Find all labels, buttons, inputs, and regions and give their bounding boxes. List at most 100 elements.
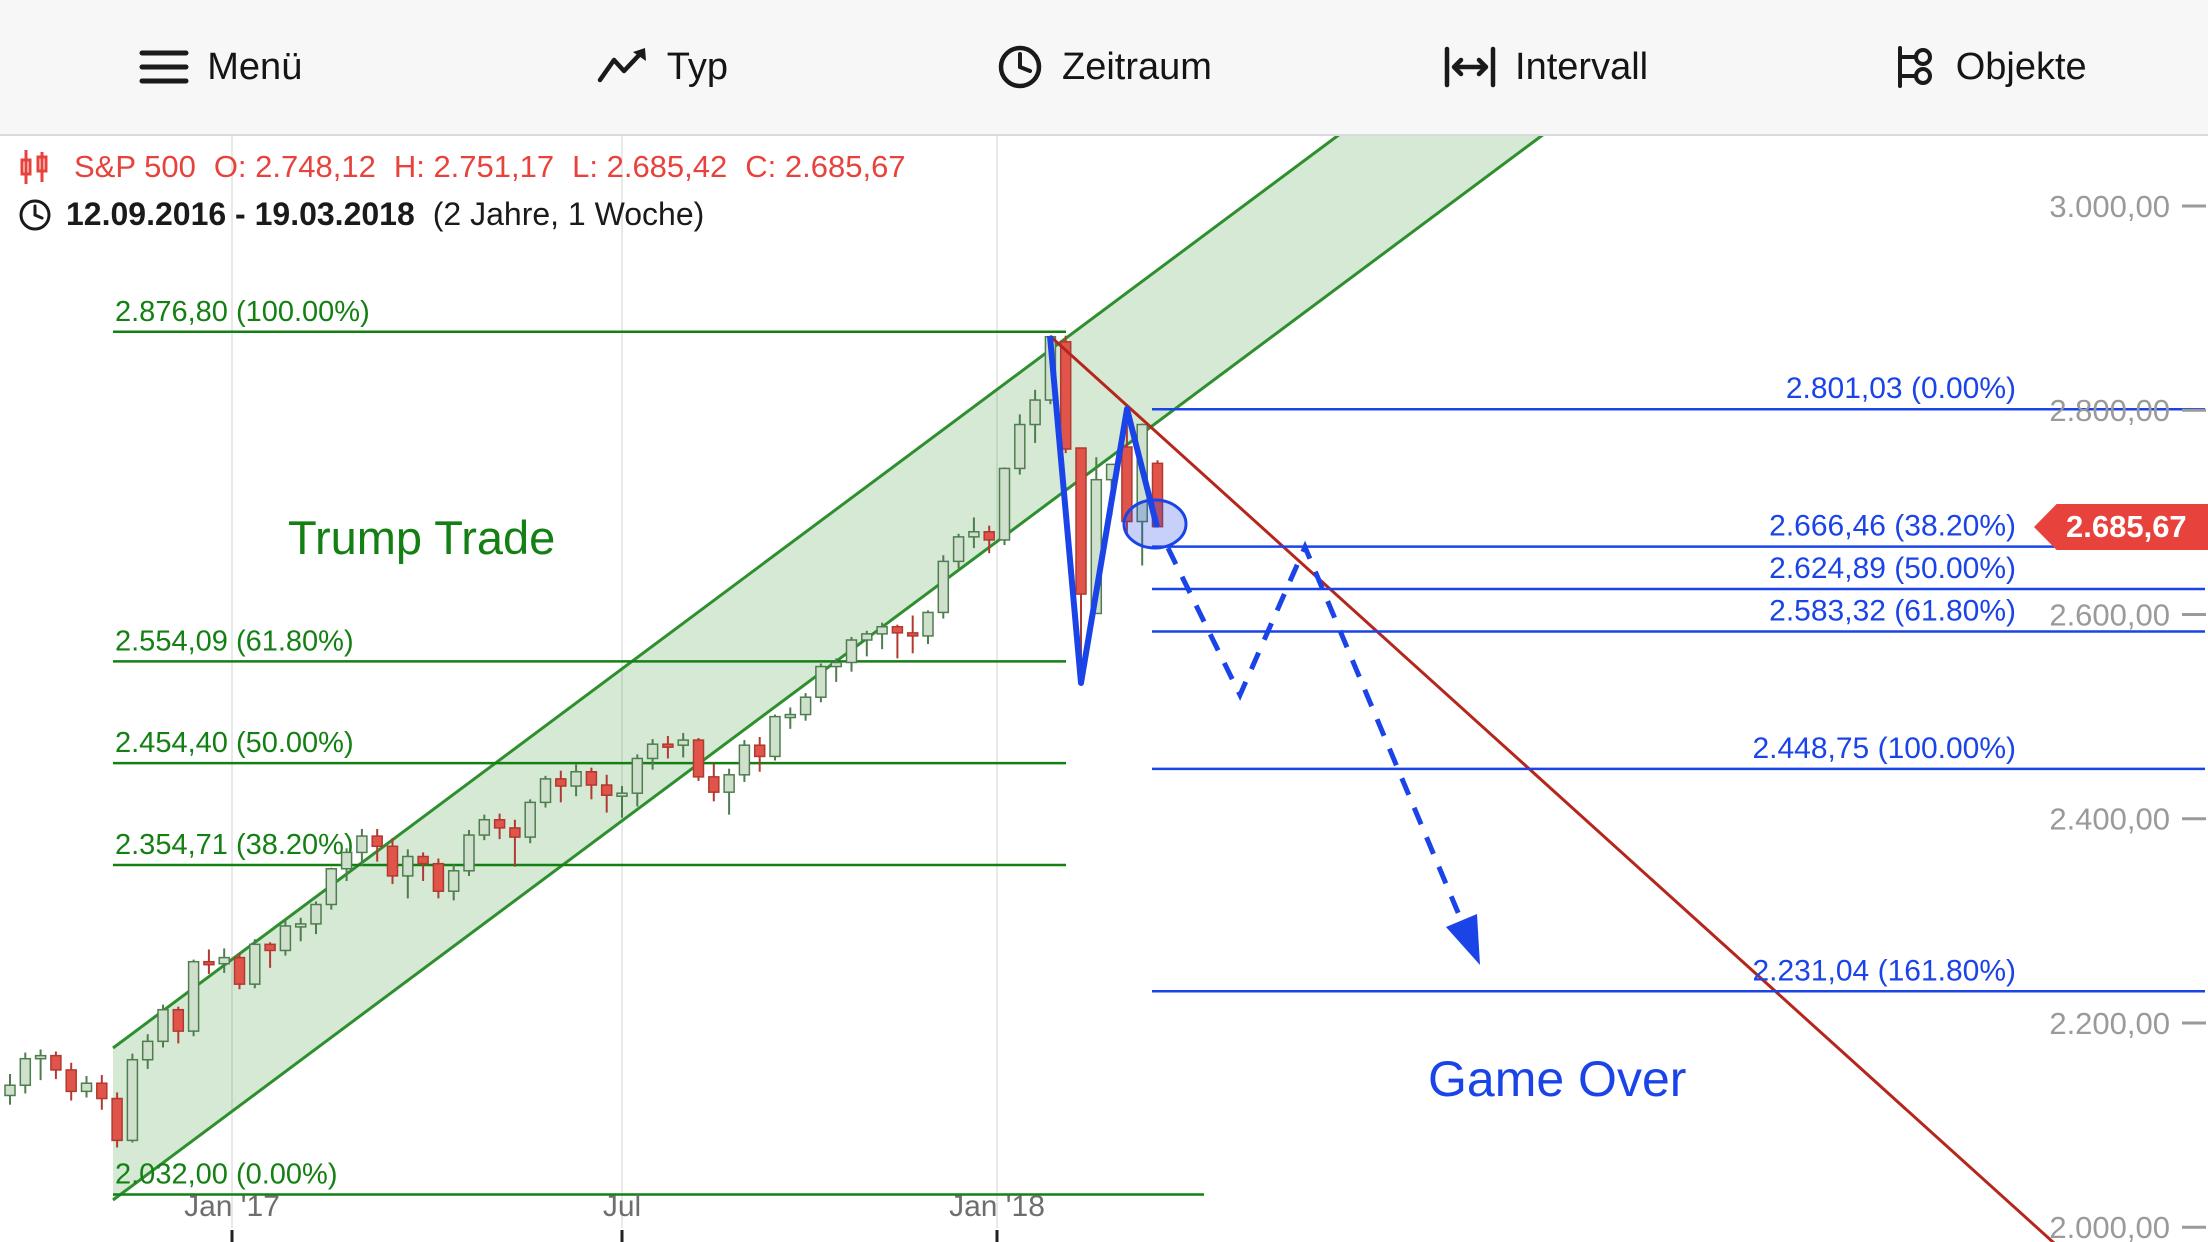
candle [646,743,659,760]
candle [203,960,215,966]
objects-icon [1897,46,1932,88]
candle [493,818,506,829]
candle [19,1057,32,1087]
candle [111,1097,123,1142]
ohlc-close: C: 2.685,67 [745,149,906,184]
zigzag-line[interactable] [1047,335,1160,686]
candle [937,560,950,614]
candle [600,784,613,796]
x-axis-label: Jul [603,1190,641,1223]
candle [906,632,919,637]
toolbar-item-objects[interactable]: Objekte [1766,0,2208,134]
x-axis-label: Jan '18 [949,1190,1045,1223]
trend-channel-upper-line[interactable] [112,132,1341,1050]
candle [769,715,781,758]
candle [723,774,735,793]
highlight-ellipse[interactable] [1122,498,1188,550]
trend-channel-lower-line[interactable] [112,132,1545,1202]
interval-icon [1444,46,1496,88]
y-axis-label: 2.600,00 [2049,597,2170,632]
candle [233,956,246,985]
toolbar-item-interval[interactable]: Intervall [1325,0,1767,134]
candle [1029,399,1041,426]
candle [96,1082,108,1100]
toolbar-item-label: Intervall [1515,45,1649,88]
projection-dashed-line[interactable] [1165,540,1465,923]
fib-down-label: 2.583,32 (61.80%) [1769,595,2016,628]
candle [876,625,888,635]
candle [784,713,797,719]
candle [983,531,995,541]
candle [264,943,276,952]
y-axis-label: 2.200,00 [2049,1006,2170,1041]
fib-down-label: 2.801,03 (0.00%) [1786,372,2016,405]
candle [861,633,873,641]
candle [126,1058,139,1142]
candle [677,739,689,746]
candle [340,851,353,870]
candle [249,943,261,985]
y-axis-label: 2.000,00 [2049,1210,2170,1242]
candle [815,665,827,698]
menu-icon [139,50,189,84]
fib-up-label: 2.554,09 (61.80%) [115,625,354,657]
chart-header: S&P 500 O: 2.748,12 H: 2.751,17 L: 2.685… [18,146,906,233]
candle [1121,446,1133,523]
fib-up-label: 2.876,80 (100.00%) [115,296,370,328]
candle [34,1054,47,1060]
period-duration: (2 Jahre, 1 Woche) [432,196,705,232]
fib-down-label: 2.624,89 (50.00%) [1769,552,2016,585]
ohlc-row: S&P 500 O: 2.748,12 H: 2.751,17 L: 2.685… [18,146,906,188]
current-price-badge: 2.685,67 [2034,504,2208,550]
candle [1014,423,1026,470]
candle [417,855,429,865]
toolbar: Menü Typ Zeitraum Intervall [0,0,2208,136]
annotation-trump-trade[interactable]: Trump Trade [288,511,556,564]
ohlc-open: O: 2.748,12 [213,149,376,184]
toolbar-item-timerange[interactable]: Zeitraum [883,0,1325,134]
ohlc-low: L: 2.685,42 [572,149,728,184]
symbol-name: S&P 500 [74,149,196,184]
candle [1075,447,1087,595]
candle [386,845,399,877]
clock-icon [998,45,1042,89]
candle [463,834,475,872]
candle [524,801,536,838]
toolbar-item-type[interactable]: Typ [442,0,884,134]
clock-small-icon [19,199,51,230]
y-axis-label: 3.000,00 [2049,189,2170,224]
fib-up-label: 2.354,71 (38.20%) [115,829,354,861]
ohlc-high: H: 2.751,17 [393,149,555,184]
candle [799,696,812,716]
toolbar-item-menu[interactable]: Menü [0,0,442,134]
toolbar-item-label: Objekte [1955,45,2087,88]
candle [509,827,521,838]
x-axis-label: Jan '17 [184,1190,280,1223]
candle [371,835,383,848]
annotation-game-over[interactable]: Game Over [1428,1051,1687,1107]
candle [952,536,965,563]
candle [968,531,980,538]
candle [830,661,842,668]
candle [356,835,368,854]
fib-up-label: 2.032,00 (0.00%) [115,1159,337,1191]
fib-up-label: 2.454,40 (50.00%) [115,727,354,759]
downtrend-line[interactable] [1048,334,2085,1242]
candle [4,1084,16,1097]
toolbar-item-label: Menü [207,45,303,88]
candle [402,855,414,877]
candle [218,956,230,965]
date-range: 12.09.2016 - 19.03.2018 [66,196,415,232]
candle [447,870,460,892]
candle [845,639,858,664]
candle [65,1069,77,1093]
candle [891,625,904,634]
candle [922,611,934,637]
candle [692,739,705,778]
toolbar-item-label: Zeitraum [1062,45,1212,88]
y-axis-label: 2.400,00 [2049,802,2170,837]
candle [708,776,720,793]
candle [187,960,200,1032]
candle [570,770,582,787]
